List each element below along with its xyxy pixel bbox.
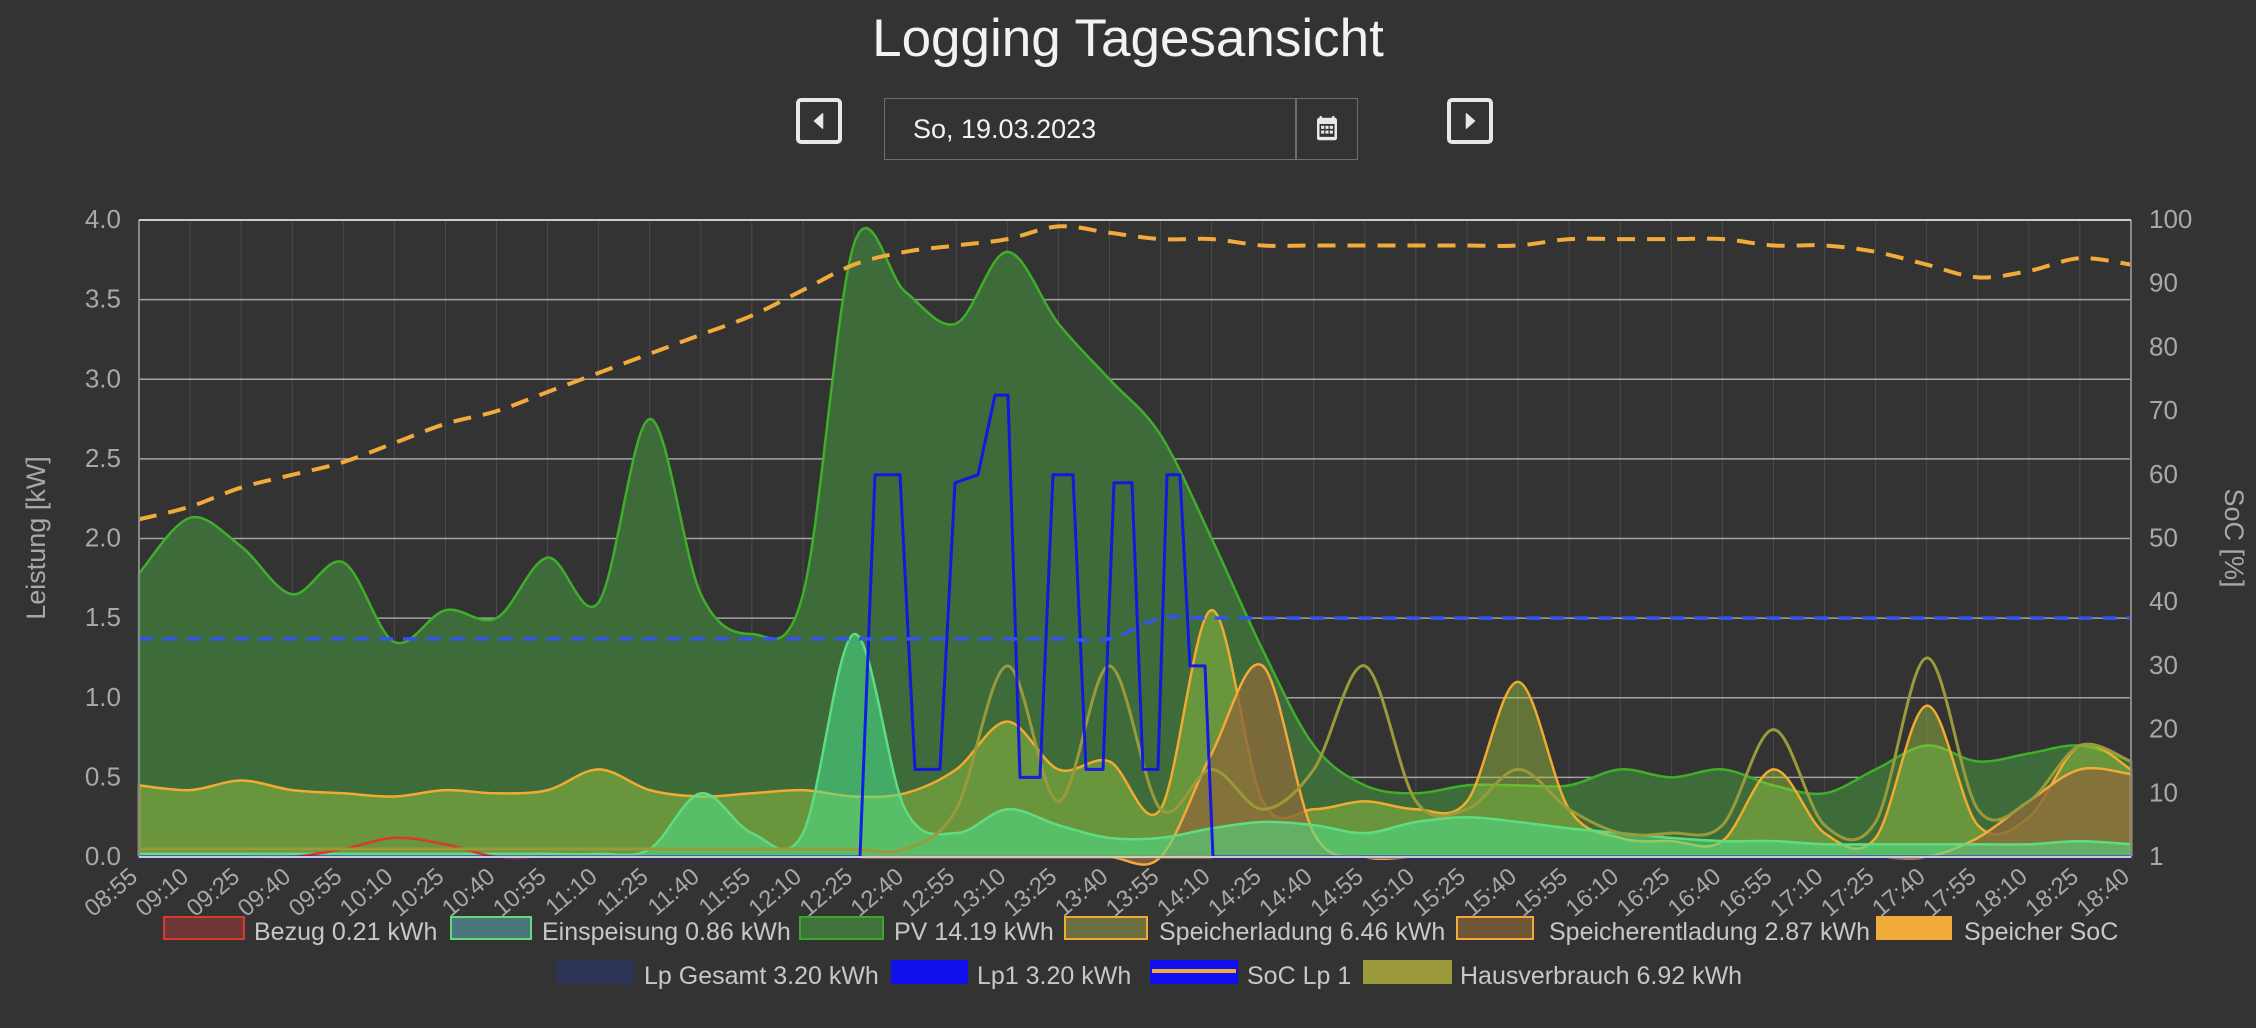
svg-text:70: 70	[2149, 395, 2178, 425]
svg-text:10:25: 10:25	[386, 863, 449, 922]
svg-text:90: 90	[2149, 268, 2178, 298]
svg-text:13:55: 13:55	[1101, 863, 1164, 922]
svg-text:16:55: 16:55	[1714, 863, 1777, 922]
svg-text:30: 30	[2149, 650, 2178, 680]
svg-text:12:25: 12:25	[795, 863, 858, 922]
svg-text:1.0: 1.0	[85, 682, 121, 712]
svg-text:16:10: 16:10	[1561, 863, 1624, 922]
svg-text:13:10: 13:10	[948, 863, 1011, 922]
svg-text:13:40: 13:40	[1050, 863, 1113, 922]
svg-text:12:40: 12:40	[846, 863, 909, 922]
svg-text:0.0: 0.0	[85, 841, 121, 871]
svg-text:15:40: 15:40	[1459, 863, 1522, 922]
svg-text:10:55: 10:55	[488, 863, 551, 922]
svg-text:18:40: 18:40	[2071, 863, 2134, 922]
svg-text:2.0: 2.0	[85, 523, 121, 553]
svg-text:16:40: 16:40	[1663, 863, 1726, 922]
svg-text:11:25: 11:25	[592, 863, 654, 921]
svg-text:SoC [%]: SoC [%]	[2219, 488, 2249, 587]
svg-text:10:40: 10:40	[437, 863, 500, 922]
svg-text:09:55: 09:55	[284, 863, 347, 922]
svg-text:09:10: 09:10	[131, 863, 194, 922]
svg-text:15:25: 15:25	[1407, 863, 1470, 922]
svg-text:14:10: 14:10	[1152, 863, 1215, 922]
svg-text:4.0: 4.0	[85, 204, 121, 234]
svg-text:15:55: 15:55	[1510, 863, 1573, 922]
svg-text:40: 40	[2149, 586, 2178, 616]
svg-text:80: 80	[2149, 331, 2178, 361]
svg-text:11:40: 11:40	[643, 863, 705, 921]
svg-text:100: 100	[2149, 204, 2192, 234]
svg-text:3.5: 3.5	[85, 284, 121, 314]
svg-text:13:25: 13:25	[999, 863, 1062, 922]
svg-text:11:10: 11:10	[541, 863, 603, 921]
svg-text:08:55: 08:55	[79, 863, 142, 922]
svg-text:10: 10	[2149, 777, 2178, 807]
svg-text:18:10: 18:10	[1969, 863, 2032, 922]
svg-text:14:25: 14:25	[1203, 863, 1266, 922]
svg-text:Leistung [kW]: Leistung [kW]	[21, 456, 51, 620]
svg-text:60: 60	[2149, 459, 2178, 489]
svg-text:3.0: 3.0	[85, 363, 121, 393]
svg-text:18:25: 18:25	[2020, 863, 2083, 922]
svg-text:12:10: 12:10	[743, 863, 806, 922]
svg-text:17:40: 17:40	[1867, 863, 1930, 922]
svg-text:14:40: 14:40	[1254, 863, 1317, 922]
svg-text:15:10: 15:10	[1356, 863, 1419, 922]
svg-text:10:10: 10:10	[335, 863, 398, 922]
svg-text:16:25: 16:25	[1612, 863, 1675, 922]
svg-text:12:55: 12:55	[897, 863, 960, 922]
svg-text:1: 1	[2149, 841, 2163, 871]
svg-text:17:10: 17:10	[1765, 863, 1828, 922]
svg-text:50: 50	[2149, 523, 2178, 553]
svg-text:2.5: 2.5	[85, 443, 121, 473]
svg-text:14:55: 14:55	[1305, 863, 1368, 922]
svg-text:20: 20	[2149, 714, 2178, 744]
svg-text:11:55: 11:55	[694, 863, 756, 921]
svg-text:17:55: 17:55	[1918, 863, 1981, 922]
svg-text:17:25: 17:25	[1816, 863, 1879, 922]
svg-text:09:25: 09:25	[182, 863, 245, 922]
svg-text:1.5: 1.5	[85, 602, 121, 632]
svg-text:0.5: 0.5	[85, 761, 121, 791]
svg-text:09:40: 09:40	[233, 863, 296, 922]
